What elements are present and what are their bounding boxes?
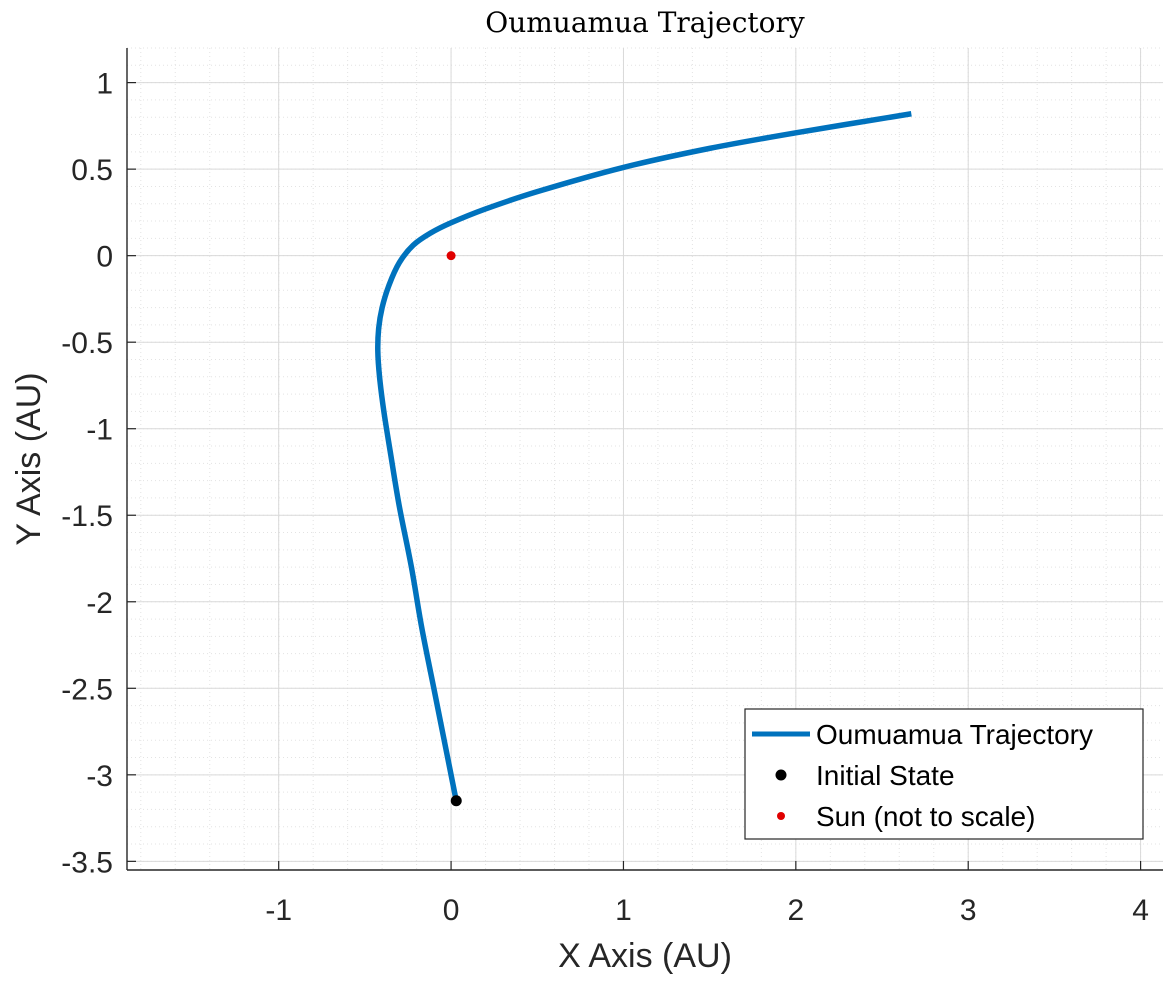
x-tick-label: 1	[615, 894, 632, 927]
y-tick-label: 0.5	[71, 154, 113, 187]
y-tick-label: -1	[86, 414, 113, 447]
x-tick-label: 4	[1132, 894, 1149, 927]
y-tick-label: -1.5	[61, 500, 113, 533]
legend-label-sun: Sun (not to scale)	[816, 801, 1035, 832]
y-tick-label: -2	[86, 587, 113, 620]
axes	[126, 48, 1163, 871]
sun-point	[446, 251, 456, 261]
y-tick-label: 0	[96, 241, 113, 274]
legend-label-trajectory: Oumuamua Trajectory	[816, 719, 1093, 750]
x-tick-label: 2	[787, 894, 804, 927]
y-axis-label: Y Axis (AU)	[10, 372, 48, 545]
x-tick-label: 3	[960, 894, 977, 927]
x-tick-label: -1	[265, 894, 292, 927]
legend-swatch-initial-state	[775, 769, 787, 781]
series-line-oumuamua-trajectory	[375, 111, 912, 802]
legend-swatch-sun	[777, 812, 785, 820]
legend-label-initial-state: Initial State	[816, 760, 955, 791]
y-tick-label: -3	[86, 760, 113, 793]
y-tick-label: -3.5	[61, 846, 113, 879]
x-ticks: -1 0 1 2 3 4	[265, 861, 1149, 927]
y-ticks: 1 0.5 0 -0.5 -1 -1.5 -2 -2.5 -3 -3.5	[61, 68, 136, 879]
legend-box	[744, 708, 1144, 840]
series-layer	[375, 111, 912, 807]
legend: Oumuamua Trajectory Initial State Sun (n…	[744, 708, 1144, 840]
initial-state-point	[450, 795, 462, 807]
y-tick-label: -2.5	[61, 673, 113, 706]
x-axis-label: X Axis (AU)	[558, 937, 732, 975]
x-tick-label: 0	[443, 894, 460, 927]
chart-title: Oumuamua Trajectory	[485, 6, 805, 39]
y-tick-label: -0.5	[61, 327, 113, 360]
y-tick-label: 1	[96, 68, 113, 101]
